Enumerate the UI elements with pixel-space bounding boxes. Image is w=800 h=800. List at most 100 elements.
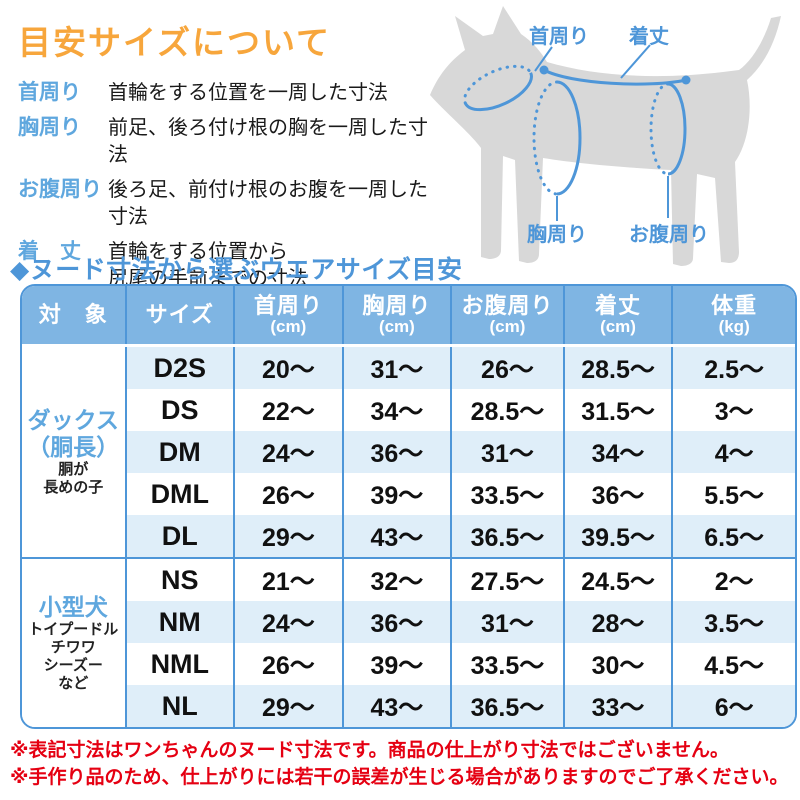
value-cell: 33.5～ <box>450 473 564 515</box>
table-row: DM 24～ 36～ 31～ 34～ 4～ <box>22 431 795 473</box>
group-name: 小型犬 <box>38 593 108 620</box>
value-cell: 5.5～ <box>671 473 795 515</box>
value-cell: 24.5～ <box>562 557 673 601</box>
column-header-label: 着丈 <box>595 293 642 318</box>
value-cell: 34～ <box>341 389 452 431</box>
size-code-cell: DS <box>124 389 235 431</box>
diagram-neck-label: 首周り <box>529 26 589 48</box>
table-row: ダックス （胴長） 胴が 長めの子 D2S 20～ 31～ 26～ 28.5～ 2.5～ <box>22 345 795 558</box>
value-cell: 28.5～ <box>562 345 673 389</box>
value-cell: 43～ <box>341 685 452 727</box>
diagram-chest-label: 胸周り <box>527 224 587 246</box>
belly-girth-ellipse <box>649 82 687 176</box>
value-cell: 21～ <box>233 557 343 601</box>
length-label-leader <box>620 44 651 79</box>
column-header-6: 体重 (kg) <box>671 286 795 347</box>
table-row: DL 29～ 43～ 36.5～ 39.5～ 6.5～ <box>22 515 795 558</box>
size-table-wrapper: 対 象サイズ 首周り (cm) 胸周り (cm) お腹周り (cm) 着丈 (cm) 体重 (kg)… <box>20 284 797 729</box>
size-group-0: ダックス （胴長） 胴が 長めの子 D2S 20～ 31～ 26～ 28.5～ 2.5～ DS 22～… <box>22 345 795 558</box>
dog-diagram-svg <box>430 6 781 266</box>
column-header-4: お腹周り (cm) <box>450 286 564 347</box>
definition-term: 胸周り <box>18 116 81 139</box>
value-cell: 26～ <box>233 473 343 515</box>
size-table-header-row: 対 象サイズ 首周り (cm) 胸周り (cm) お腹周り (cm) 着丈 (cm) 体重 (kg) <box>22 286 795 347</box>
table-head: 対 象サイズ 首周り (cm) 胸周り (cm) お腹周り (cm) 着丈 (cm) 体重 (kg) <box>22 286 795 347</box>
group-note: 長めの子 <box>43 479 104 496</box>
value-cell: 2.5～ <box>671 345 795 389</box>
neck-girth-ellipse <box>463 64 533 112</box>
column-header-2: 首周り (cm) <box>233 286 343 347</box>
value-cell: 36.5～ <box>450 515 564 558</box>
value-cell: 30～ <box>562 643 673 685</box>
value-cell: 26～ <box>450 345 564 389</box>
table-row: DS 22～ 34～ 28.5～ 31.5～ 3～ <box>22 389 795 431</box>
value-cell: 36～ <box>562 473 673 515</box>
definition-belly: お腹周り 後ろ足、前付け根のお腹を一周した寸法 <box>18 177 438 231</box>
size-code-cell: NML <box>124 643 235 685</box>
size-code-cell: NM <box>124 601 235 643</box>
column-header-unit: (kg) <box>718 317 750 336</box>
definition-desc: 後ろ足、前付け根のお腹を一周した寸法 <box>108 179 428 228</box>
value-cell: 29～ <box>233 515 343 558</box>
size-code-cell: NS <box>124 557 235 601</box>
neck-label-leader <box>534 46 553 72</box>
value-cell: 31～ <box>450 431 564 473</box>
value-cell: 29～ <box>233 685 343 727</box>
value-cell: 4～ <box>671 431 795 473</box>
size-code-cell: DM <box>124 431 235 473</box>
size-code-cell: DML <box>124 473 235 515</box>
value-cell: 28.5～ <box>450 389 564 431</box>
value-cell: 39～ <box>341 473 452 515</box>
column-header-label: お腹周り <box>461 293 554 318</box>
dog-silhouette <box>430 6 781 266</box>
value-cell: 36～ <box>341 431 452 473</box>
dog-measurement-diagram: 首周り 着丈 胸周り お腹周り <box>405 0 800 276</box>
column-header-unit: (cm) <box>270 317 307 336</box>
value-cell: 39～ <box>341 643 452 685</box>
definition-neck: 首周り 首輪をする位置を一周した寸法 <box>18 80 438 107</box>
column-header-label: 首周り <box>253 293 323 318</box>
column-header-unit: (cm) <box>378 317 415 336</box>
value-cell: 28～ <box>562 601 673 643</box>
back-length-line <box>539 65 691 86</box>
value-cell: 2～ <box>671 557 795 601</box>
table-row: 小型犬 トイプードル チワワ シーズー など NS 21～ 32～ 27.5～ 24.5～ 2～ <box>22 557 795 727</box>
chest-girth-ellipse <box>532 80 582 196</box>
group-label-cell: 小型犬 トイプードル チワワ シーズー など <box>22 557 126 727</box>
column-header-0: 対 象 <box>22 286 126 347</box>
column-header-5: 着丈 (cm) <box>562 286 673 347</box>
definition-term: お腹周り <box>18 178 102 201</box>
group-note: シーズー <box>43 656 103 674</box>
value-cell: 6.5～ <box>671 515 795 558</box>
size-table: 対 象サイズ 首周り (cm) 胸周り (cm) お腹周り (cm) 着丈 (cm) 体重 (kg)… <box>22 286 795 727</box>
size-code-cell: D2S <box>124 345 235 389</box>
column-header-label: 対 象 <box>38 302 108 327</box>
value-cell: 27.5～ <box>450 557 564 601</box>
group-note: チワワ <box>50 638 96 656</box>
column-header-1: サイズ <box>124 286 235 347</box>
definition-chest: 胸周り 前足、後ろ付け根の胸を一周した寸法 <box>18 115 438 169</box>
value-cell: 31.5～ <box>562 389 673 431</box>
value-cell: 33～ <box>562 685 673 727</box>
diagram-belly-label: お腹周り <box>629 224 709 246</box>
note-line: ※表記寸法はワンちゃんのヌード寸法です。商品の仕上がり寸法ではございません。 <box>10 740 730 761</box>
group-note: 胴が <box>58 461 89 478</box>
measurement-definitions: 首周り 首輪をする位置を一周した寸法 胸周り 前足、後ろ付け根の胸を一周した寸法… <box>18 80 438 301</box>
table-row: DML 26～ 39～ 33.5～ 36～ 5.5～ <box>22 473 795 515</box>
page-title: 目安サイズについて <box>18 24 332 61</box>
footer-notes: ※表記寸法はワンちゃんのヌード寸法です。商品の仕上がり寸法ではございません。 ※… <box>10 737 796 791</box>
table-row: NL 29～ 43～ 36.5～ 33～ 6～ <box>22 685 795 727</box>
table-row: NML 26～ 39～ 33.5～ 30～ 4.5～ <box>22 643 795 685</box>
note-line: ※手作り品のため、仕上がりには若干の誤差が生じる場合がありますのでご了承ください… <box>10 767 789 788</box>
value-cell: 24～ <box>233 431 343 473</box>
value-cell: 39.5～ <box>562 515 673 558</box>
value-cell: 20～ <box>233 345 343 389</box>
definition-term: 首周り <box>18 81 81 104</box>
value-cell: 31～ <box>341 345 452 389</box>
value-cell: 24～ <box>233 601 343 643</box>
group-name: （胴長） <box>27 434 120 460</box>
column-header-label: サイズ <box>145 302 214 327</box>
group-note: など <box>58 674 89 692</box>
column-header-label: 体重 <box>711 293 758 318</box>
value-cell: 36～ <box>341 601 452 643</box>
